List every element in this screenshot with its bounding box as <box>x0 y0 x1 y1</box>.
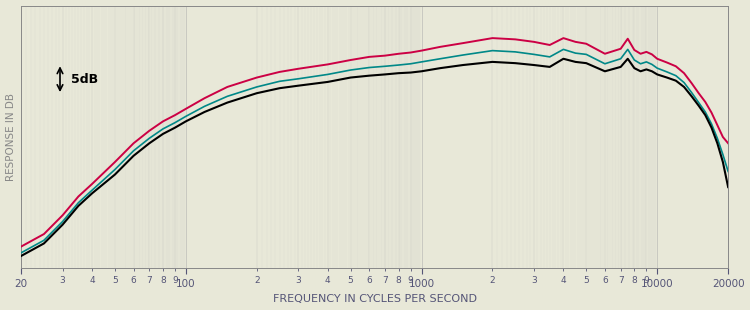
X-axis label: FREQUENCY IN CYCLES PER SECOND: FREQUENCY IN CYCLES PER SECOND <box>272 294 476 304</box>
Text: 5dB: 5dB <box>70 73 98 86</box>
Y-axis label: RESPONSE IN DB: RESPONSE IN DB <box>5 93 16 181</box>
